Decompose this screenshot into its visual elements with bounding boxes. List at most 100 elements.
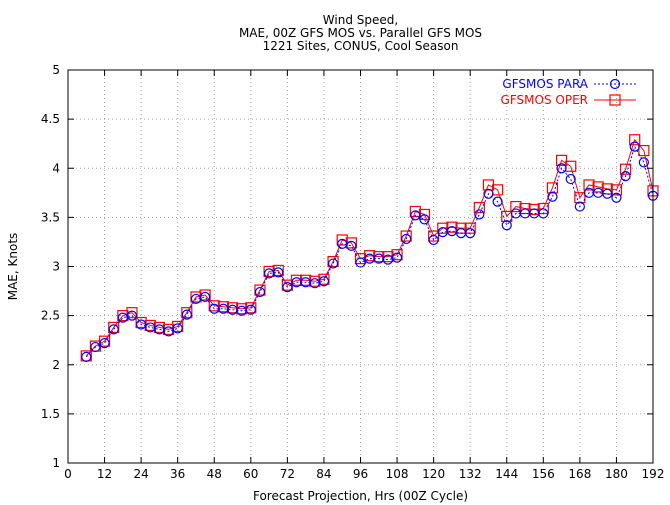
data-point bbox=[574, 201, 585, 212]
x-tick-label: 84 bbox=[316, 467, 331, 481]
x-axis-label: Forecast Projection, Hrs (00Z Cycle) bbox=[253, 489, 468, 503]
y-tick-label: 4 bbox=[52, 161, 60, 175]
data-point bbox=[400, 230, 412, 242]
x-tick-label: 108 bbox=[386, 467, 409, 481]
legend-label: GFSMOS PARA bbox=[502, 77, 588, 91]
data-point bbox=[254, 286, 266, 298]
series-gfsmos-para bbox=[81, 141, 659, 362]
data-point bbox=[282, 282, 293, 293]
series-line bbox=[85, 145, 654, 358]
data-point bbox=[546, 182, 559, 194]
title-line: 1221 Sites, CONUS, Cool Season bbox=[263, 39, 459, 53]
y-tick-label: 3 bbox=[52, 260, 60, 274]
data-point bbox=[90, 341, 101, 353]
data-point bbox=[555, 154, 568, 166]
data-point bbox=[611, 192, 622, 203]
data-point bbox=[638, 144, 650, 157]
data-point bbox=[172, 323, 183, 334]
x-tick-label: 180 bbox=[605, 467, 628, 481]
x-tick-label: 192 bbox=[642, 467, 665, 481]
data-point bbox=[510, 200, 522, 213]
x-tick-label: 0 bbox=[64, 467, 72, 481]
data-point bbox=[401, 233, 412, 245]
legend-marker bbox=[609, 78, 621, 90]
x-tick-label: 36 bbox=[170, 467, 185, 481]
data-point bbox=[465, 227, 476, 239]
data-point bbox=[474, 209, 485, 220]
data-point bbox=[98, 335, 111, 347]
data-point bbox=[99, 338, 110, 349]
data-point bbox=[126, 310, 138, 321]
data-point bbox=[538, 208, 549, 219]
data-point bbox=[473, 201, 485, 214]
data-point bbox=[200, 291, 211, 303]
data-point bbox=[199, 289, 211, 301]
data-point bbox=[135, 316, 147, 329]
data-point bbox=[528, 203, 540, 216]
legend-label: GFSMOS OPER bbox=[501, 93, 588, 107]
data-point bbox=[254, 284, 266, 296]
legend: GFSMOS PARA GFSMOS OPER bbox=[501, 77, 636, 107]
data-point bbox=[391, 252, 403, 263]
data-point bbox=[446, 221, 458, 233]
x-tick-label: 120 bbox=[422, 467, 445, 481]
y-axis: 1 1.5 2 2.5 3 3.5 4 4.5 5 bbox=[41, 63, 653, 470]
data-point bbox=[108, 321, 120, 334]
data-point bbox=[574, 192, 586, 204]
data-point bbox=[318, 276, 330, 287]
data-point bbox=[327, 255, 339, 268]
x-tick-label: 156 bbox=[532, 467, 555, 481]
x-tick-label: 144 bbox=[495, 467, 518, 481]
data-point bbox=[245, 304, 256, 315]
data-point bbox=[583, 179, 595, 191]
series-line bbox=[85, 138, 654, 357]
data-point bbox=[346, 240, 357, 251]
data-point bbox=[556, 163, 567, 174]
series-layer bbox=[80, 134, 659, 362]
legend-marker bbox=[609, 94, 621, 106]
title-line: MAE, 00Z GFS MOS vs. Parallel GFS MOS bbox=[239, 26, 482, 40]
y-tick-label: 5 bbox=[52, 63, 60, 77]
y-tick-label: 1 bbox=[52, 456, 60, 470]
data-point bbox=[565, 173, 576, 185]
title-line: Wind Speed, bbox=[323, 13, 398, 27]
data-point bbox=[428, 234, 439, 246]
data-point bbox=[181, 309, 192, 320]
data-point bbox=[410, 210, 421, 221]
x-tick-label: 96 bbox=[353, 467, 368, 481]
x-tick-label: 72 bbox=[280, 467, 295, 481]
data-point bbox=[108, 324, 119, 335]
y-tick-label: 4.5 bbox=[41, 112, 60, 126]
data-point bbox=[592, 181, 604, 193]
data-point bbox=[547, 191, 558, 202]
x-tick-label: 60 bbox=[243, 467, 258, 481]
y-axis-label: MAE, Knots bbox=[6, 233, 20, 301]
data-point bbox=[602, 188, 613, 199]
data-point bbox=[492, 196, 503, 207]
data-point bbox=[483, 188, 494, 199]
data-point bbox=[419, 214, 430, 225]
series-gfsmos-oper bbox=[80, 134, 659, 362]
data-point bbox=[327, 258, 339, 269]
data-point bbox=[163, 326, 174, 337]
y-tick-label: 3.5 bbox=[41, 210, 60, 224]
x-tick-label: 168 bbox=[568, 467, 591, 481]
y-tick-label: 2 bbox=[52, 358, 60, 372]
x-tick-label: 24 bbox=[133, 467, 148, 481]
data-point bbox=[391, 249, 403, 261]
data-point bbox=[355, 257, 366, 268]
data-point bbox=[172, 320, 184, 333]
x-axis: 0 12 24 36 48 60 72 84 96 108 120 132 144 156 168 180 19… bbox=[64, 70, 664, 481]
data-point bbox=[620, 171, 631, 182]
y-tick-label: 2.5 bbox=[41, 309, 60, 323]
data-point bbox=[619, 163, 632, 175]
data-point bbox=[501, 220, 512, 231]
data-point bbox=[629, 141, 640, 152]
data-point bbox=[638, 157, 649, 168]
data-point bbox=[136, 319, 147, 330]
data-point bbox=[181, 307, 193, 319]
data-point bbox=[81, 351, 92, 362]
chart-title: Wind Speed,MAE, 00Z GFS MOS vs. Parallel… bbox=[239, 13, 482, 53]
data-point bbox=[318, 273, 330, 285]
